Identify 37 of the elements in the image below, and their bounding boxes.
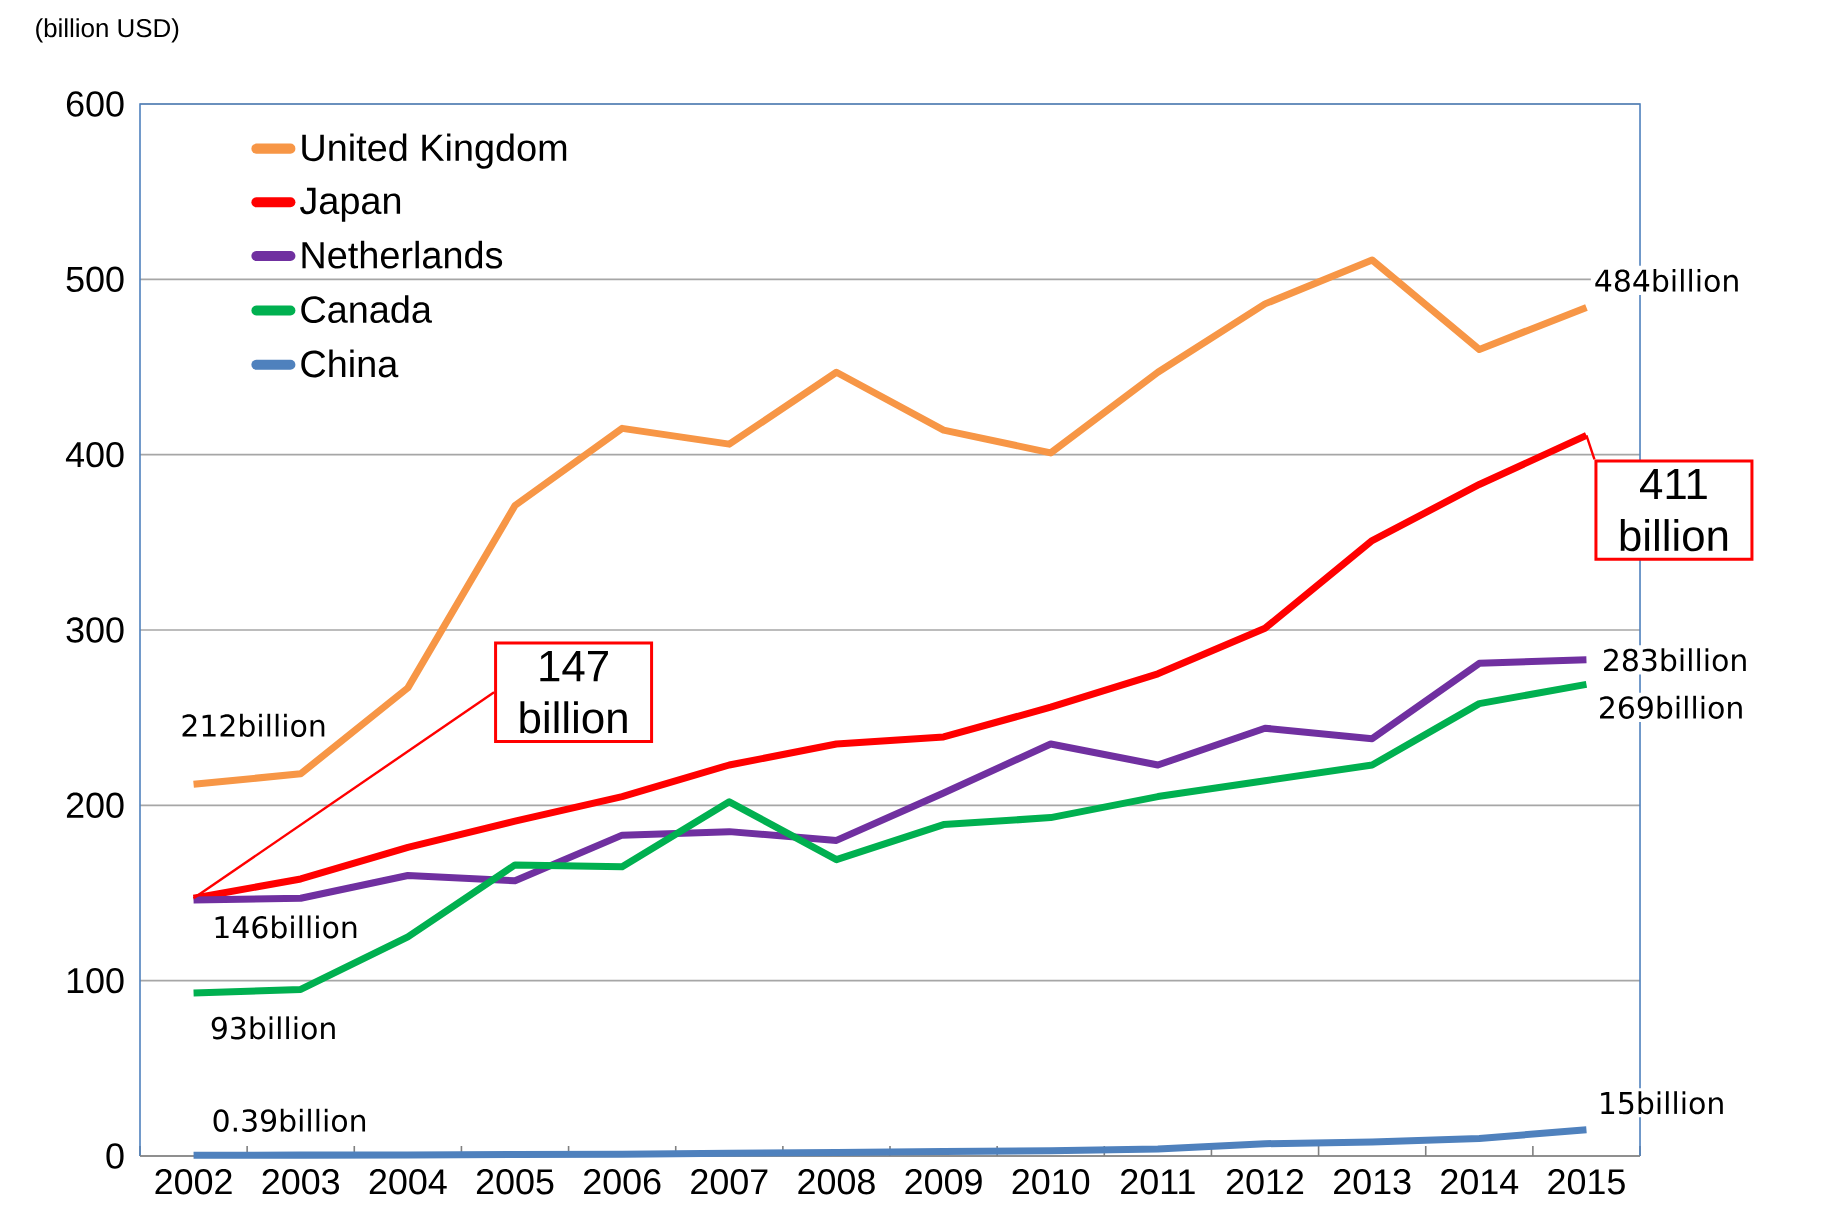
data-label: 0.39billion (213, 1108, 366, 1132)
data-label: 146billion (215, 915, 357, 939)
data-label: 269billion (1600, 695, 1742, 719)
x-tick-label: 2006 (584, 1169, 661, 1195)
x-tick-label: 2013 (1334, 1169, 1411, 1195)
x-tick-label: 2008 (798, 1169, 875, 1195)
legend-label: China (301, 349, 399, 378)
x-tick-label: 2012 (1226, 1169, 1304, 1195)
x-tick-label: 2009 (905, 1169, 982, 1195)
x-tick-label: 2010 (1012, 1169, 1090, 1195)
x-tick-label: 2015 (1548, 1169, 1625, 1195)
x-tick-label: 2004 (369, 1169, 447, 1195)
y-tick-label: 200 (66, 792, 124, 819)
data-label: 147 billion (520, 651, 627, 734)
data-label: 212billion (182, 713, 325, 737)
legend-label: Japan (299, 187, 401, 222)
data-label: 93billion (211, 1016, 335, 1040)
x-tick-label: 2005 (476, 1169, 554, 1195)
x-tick-label: 2007 (691, 1169, 768, 1195)
data-label: 411 billion (1620, 468, 1728, 552)
y-tick-label: 300 (66, 617, 124, 643)
data-label: 15billion (1601, 1091, 1723, 1115)
data-label: 283billion (1604, 648, 1746, 672)
y-tick-label: 600 (66, 91, 124, 117)
y-axis-title: (billion USD) (36, 18, 179, 43)
y-tick-label: 400 (65, 441, 124, 468)
y-tick-label: 100 (67, 967, 124, 994)
y-tick-label: 0 (106, 1143, 124, 1169)
x-tick-label: 2014 (1441, 1169, 1519, 1195)
x-tick-label: 2002 (155, 1169, 232, 1195)
x-tick-label: 2003 (262, 1169, 340, 1195)
legend-label: United Kingdom (302, 133, 567, 169)
y-tick-label: 500 (66, 266, 124, 293)
x-tick-label: 2011 (1121, 1169, 1195, 1195)
legend-label: Canada (301, 295, 432, 324)
data-label: 484billion (1595, 268, 1738, 292)
legend-label: Netherlands (302, 240, 503, 269)
